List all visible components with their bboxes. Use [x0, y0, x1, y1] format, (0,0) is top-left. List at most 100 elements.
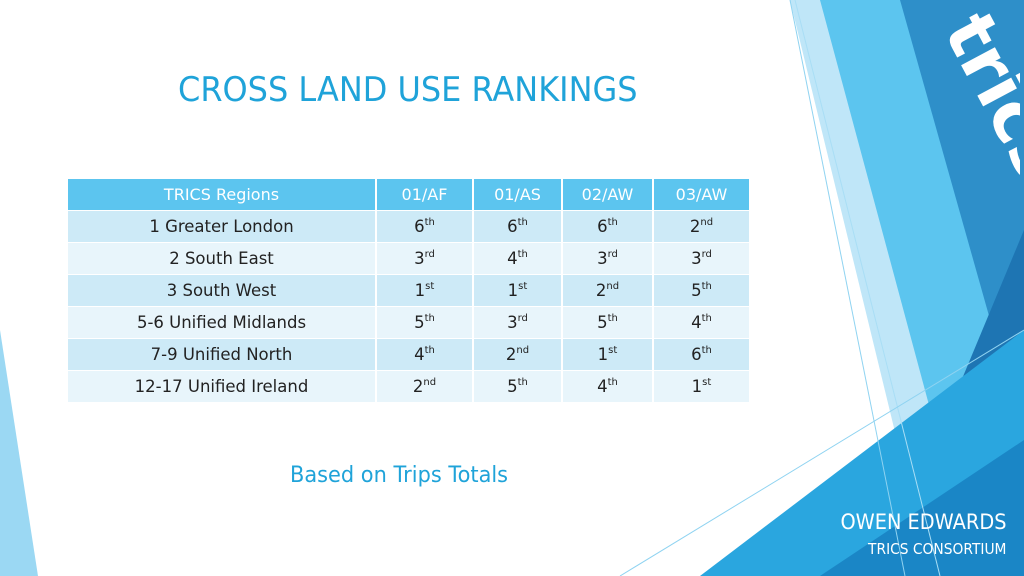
region-cell: 2 South East	[68, 242, 377, 275]
region-cell: 1 Greater London	[68, 210, 377, 243]
rank-cell: 6th	[562, 210, 654, 243]
table-row: 2 South East 3rd 4th 3rd 3rd	[68, 242, 751, 275]
rank-number: 6	[691, 345, 702, 364]
rank-suffix: th	[517, 217, 528, 228]
rank-number: 3	[507, 313, 518, 332]
column-header-landuse: 01/AS	[473, 179, 563, 211]
region-cell: 7-9 Unified North	[68, 338, 377, 371]
rank-number: 4	[691, 313, 702, 332]
rank-number: 1	[507, 281, 519, 300]
rank-suffix: th	[517, 249, 528, 260]
rank-number: 3	[597, 249, 608, 268]
rank-cell: 4th	[653, 306, 751, 339]
rank-suffix: th	[607, 313, 618, 324]
rank-cell: 3rd	[653, 242, 751, 275]
rank-cell: 2nd	[562, 274, 654, 307]
rank-number: 2	[689, 217, 701, 236]
rank-number: 6	[597, 217, 608, 236]
rank-cell: 1st	[376, 274, 474, 307]
rank-cell: 6th	[473, 210, 563, 243]
rank-cell: 2nd	[473, 338, 563, 371]
rank-cell: 3rd	[562, 242, 654, 275]
trics-logo: trics	[928, 8, 1020, 193]
rank-number: 2	[595, 281, 607, 300]
rank-number: 1	[414, 281, 426, 300]
rank-suffix: th	[424, 313, 435, 324]
rankings-table: TRICS Regions 01/AF 01/AS 02/AW 03/AW 1 Grea…	[68, 179, 751, 403]
deco-line	[619, 329, 1024, 576]
rank-cell: 4th	[473, 242, 563, 275]
author-organization: TRICS CONSORTIUM	[867, 540, 1006, 558]
table-header-row: TRICS Regions 01/AF 01/AS 02/AW 03/AW	[68, 179, 751, 211]
rank-suffix: st	[425, 281, 435, 292]
rank-cell: 1st	[653, 370, 751, 403]
region-cell: 5-6 Unified Midlands	[68, 306, 377, 339]
logo-text: trics	[928, 8, 1020, 193]
left-deco-sliver	[0, 330, 38, 576]
rank-number: 3	[691, 249, 702, 268]
rank-cell: 5th	[376, 306, 474, 339]
rank-suffix: st	[702, 377, 712, 388]
rank-number: 3	[414, 249, 425, 268]
rank-suffix: rd	[701, 249, 712, 260]
rank-cell: 4th	[562, 370, 654, 403]
rank-suffix: rd	[424, 249, 435, 260]
table-row: 3 South West 1st 1st 2nd 5th	[68, 274, 751, 307]
rank-number: 2	[412, 377, 424, 396]
rank-number: 2	[505, 345, 517, 364]
rank-cell: 1st	[562, 338, 654, 371]
rank-number: 1	[691, 377, 703, 396]
table-row: 7-9 Unified North 4th 2nd 1st 6th	[68, 338, 751, 371]
rank-suffix: th	[701, 281, 712, 292]
rank-suffix: st	[518, 281, 528, 292]
rank-number: 4	[597, 377, 608, 396]
rank-cell: 5th	[653, 274, 751, 307]
rank-suffix: th	[424, 217, 435, 228]
region-cell: 12-17 Unified Ireland	[68, 370, 377, 403]
rank-cell: 3rd	[473, 306, 563, 339]
rank-suffix: st	[608, 345, 618, 356]
rank-suffix: nd	[516, 345, 530, 356]
rank-number: 6	[414, 217, 425, 236]
page-title: CROSS LAND USE RANKINGS	[178, 70, 638, 110]
rank-cell: 6th	[653, 338, 751, 371]
rank-number: 5	[597, 313, 608, 332]
rank-suffix: th	[424, 345, 435, 356]
table-row: 1 Greater London 6th 6th 6th 2nd	[68, 210, 751, 243]
table-row: 5-6 Unified Midlands 5th 3rd 5th 4th	[68, 306, 751, 339]
author-block: OWEN EDWARDS TRICS CONSORTIUM	[826, 508, 1006, 560]
column-header-landuse: 03/AW	[653, 179, 751, 211]
rank-cell: 3rd	[376, 242, 474, 275]
rank-suffix: rd	[607, 249, 618, 260]
bottom-deco-triangle-dark	[820, 440, 1024, 576]
region-cell: 3 South West	[68, 274, 377, 307]
rank-cell: 5th	[473, 370, 563, 403]
table-row: 12-17 Unified Ireland 2nd 5th 4th 1st	[68, 370, 751, 403]
rank-number: 5	[507, 377, 518, 396]
rank-cell: 4th	[376, 338, 474, 371]
subtitle: Based on Trips Totals	[290, 463, 509, 488]
rank-suffix: th	[607, 217, 618, 228]
rank-suffix: th	[517, 377, 528, 388]
rank-cell: 2nd	[376, 370, 474, 403]
rank-number: 5	[414, 313, 425, 332]
rank-cell: 6th	[376, 210, 474, 243]
deco-line	[789, 0, 906, 576]
rank-number: 1	[597, 345, 609, 364]
rank-number: 4	[414, 345, 425, 364]
rank-number: 4	[507, 249, 518, 268]
rank-cell: 1st	[473, 274, 563, 307]
rank-suffix: th	[701, 345, 712, 356]
deco-line	[794, 0, 941, 576]
rank-suffix: th	[701, 313, 712, 324]
rank-cell: 2nd	[653, 210, 751, 243]
rank-suffix: nd	[700, 217, 714, 228]
rank-cell: 5th	[562, 306, 654, 339]
rank-number: 5	[691, 281, 702, 300]
column-header-region: TRICS Regions	[68, 179, 377, 211]
rank-suffix: rd	[517, 313, 528, 324]
table-body: 1 Greater London 6th 6th 6th 2nd 2 South East…	[68, 210, 751, 403]
column-header-landuse: 01/AF	[376, 179, 474, 211]
rank-suffix: nd	[423, 377, 437, 388]
